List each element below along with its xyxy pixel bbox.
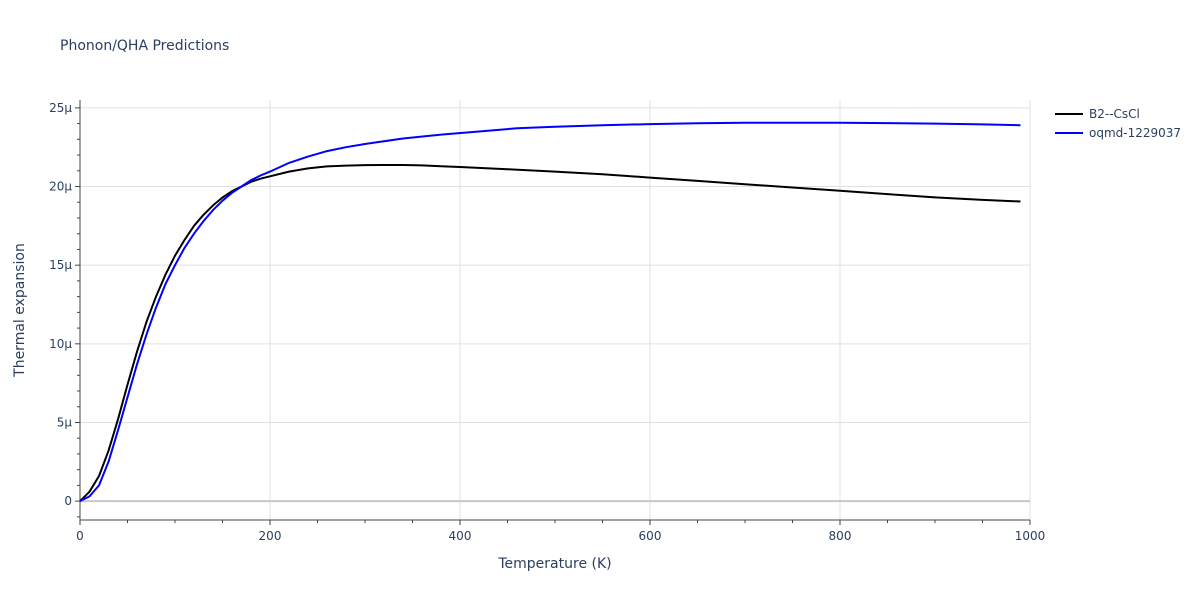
x-axis-ticks: 0 200 400 600 800 1000	[76, 520, 1045, 543]
legend-item-0[interactable]: B2--CsCl	[1055, 107, 1140, 121]
x-tick-label: 800	[829, 529, 852, 543]
legend-item-1[interactable]: oqmd-1229037	[1055, 126, 1181, 140]
x-tick-label: 200	[259, 529, 282, 543]
series-lines	[79, 121, 1021, 502]
x-tick-label: 1000	[1015, 529, 1046, 543]
series-line-1	[79, 121, 1021, 502]
legend-label: B2--CsCl	[1089, 107, 1140, 121]
y-axis-ticks: 0 5µ 10µ 15µ 20µ 25µ	[49, 101, 80, 518]
axes	[79, 100, 1030, 521]
y-tick-label: 0	[64, 494, 72, 508]
x-tick-label: 600	[639, 529, 662, 543]
legend[interactable]: B2--CsCl oqmd-1229037	[1055, 107, 1181, 140]
y-axis-label: Thermal expansion	[12, 243, 28, 378]
series-line-0	[79, 164, 1021, 502]
y-tick-label: 5µ	[57, 415, 73, 429]
y-tick-label: 10µ	[49, 337, 72, 351]
y-tick-label: 20µ	[49, 180, 72, 194]
grid	[80, 100, 1031, 520]
y-tick-label: 25µ	[49, 101, 72, 115]
chart-title: Phonon/QHA Predictions	[60, 38, 229, 54]
x-tick-label: 0	[76, 529, 84, 543]
x-axis-label: Temperature (K)	[497, 556, 611, 572]
x-tick-label: 400	[449, 529, 472, 543]
legend-label: oqmd-1229037	[1089, 126, 1181, 140]
y-tick-label: 15µ	[49, 258, 72, 272]
